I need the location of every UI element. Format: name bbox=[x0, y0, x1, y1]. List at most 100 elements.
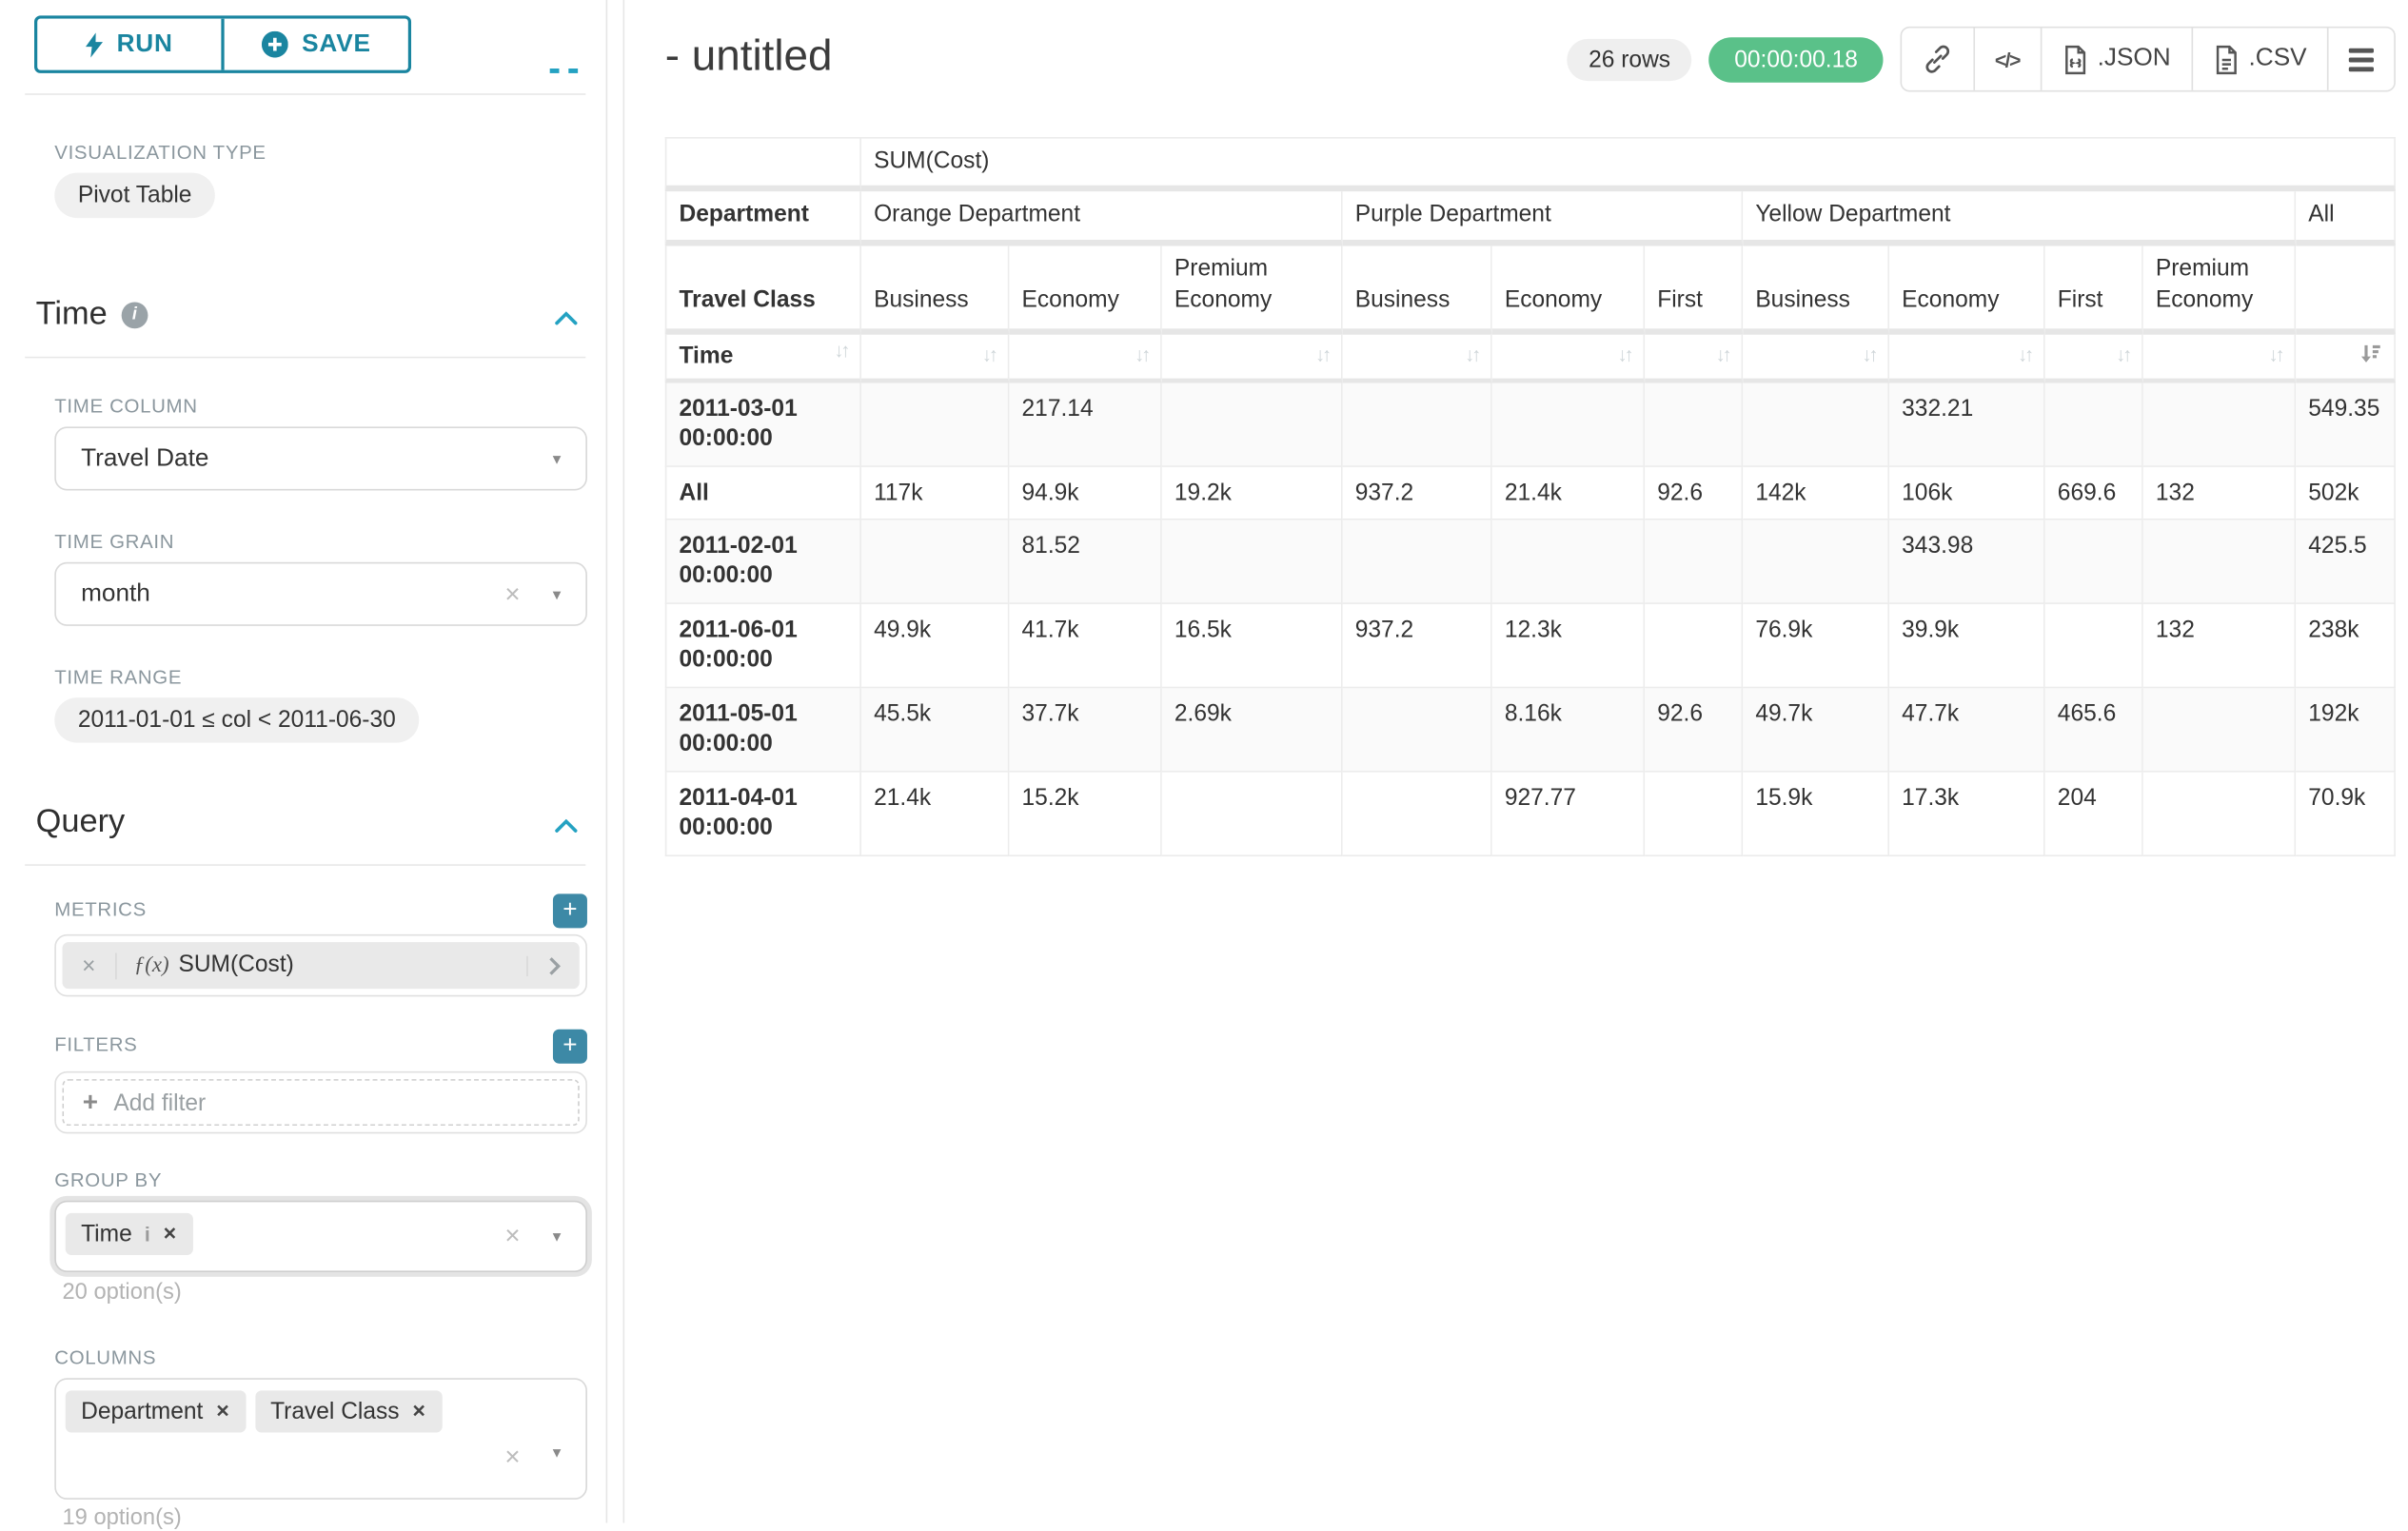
pivot-sort-cell: ↓↑ bbox=[1645, 335, 1743, 383]
pivot-value-cell bbox=[1162, 520, 1343, 603]
pivot-row-dimension-label: Time bbox=[680, 341, 734, 371]
columns-select[interactable]: Department ✕ Travel Class ✕ × ▼ bbox=[54, 1378, 587, 1500]
time-grain-select[interactable]: month × ▼ bbox=[54, 562, 587, 626]
pivot-table: SUM(Cost)DepartmentOrange DepartmentPurp… bbox=[665, 137, 2396, 855]
pivot-group-header: Purple Department bbox=[1343, 191, 1744, 245]
short-link-button[interactable] bbox=[1902, 28, 1973, 89]
collapse-chevron-up-icon[interactable] bbox=[555, 819, 579, 834]
sort-toggle-icon[interactable]: ↓↑ bbox=[2018, 346, 2031, 365]
pivot-value-cell: 937.2 bbox=[1343, 466, 1492, 520]
export-json-button[interactable]: .JSON bbox=[2040, 28, 2191, 89]
remove-metric-icon[interactable]: × bbox=[62, 952, 116, 979]
pivot-row-header: 2011-03-01 00:00:00 bbox=[665, 383, 861, 466]
pivot-value-cell bbox=[1162, 383, 1343, 466]
pivot-value-cell: 549.35 bbox=[2296, 383, 2396, 466]
time-range-chip[interactable]: 2011-01-01 ≤ col < 2011-06-30 bbox=[54, 697, 419, 742]
save-button[interactable]: SAVE bbox=[221, 19, 407, 70]
pivot-value-cell: 47.7k bbox=[1889, 688, 2045, 772]
sort-toggle-icon[interactable]: ↓↑ bbox=[834, 341, 847, 360]
pivot-value-cell: 21.4k bbox=[861, 772, 1009, 855]
clear-icon[interactable]: × bbox=[504, 1442, 520, 1473]
pivot-column-header: Business bbox=[1743, 245, 1889, 334]
pivot-column-header: Business bbox=[1343, 245, 1492, 334]
columns-chip-travel-class[interactable]: Travel Class ✕ bbox=[255, 1390, 442, 1432]
group-by-chip-time[interactable]: Time i ✕ bbox=[66, 1213, 193, 1255]
pivot-value-cell: 12.3k bbox=[1492, 603, 1645, 687]
caret-down-icon[interactable]: ▼ bbox=[550, 1228, 564, 1244]
pivot-value-cell: 8.16k bbox=[1492, 688, 1645, 772]
chevron-right-icon[interactable] bbox=[526, 955, 580, 975]
sort-toggle-icon[interactable]: ↓↑ bbox=[1465, 346, 1478, 365]
pivot-column-header: Premium Economy bbox=[2143, 245, 2296, 334]
sort-toggle-icon[interactable]: ↓↑ bbox=[982, 346, 996, 365]
info-icon[interactable]: i bbox=[145, 1223, 150, 1246]
sort-toggle-icon[interactable]: ↓↑ bbox=[1862, 346, 1875, 365]
pivot-value-cell: 15.2k bbox=[1009, 772, 1161, 855]
columns-chip-department[interactable]: Department ✕ bbox=[66, 1390, 246, 1432]
pivot-corner-cell bbox=[665, 137, 861, 191]
pivot-sort-cell: ↓↑ bbox=[1743, 335, 1889, 383]
pivot-value-cell bbox=[2143, 688, 2296, 772]
caret-down-icon[interactable]: ▼ bbox=[550, 1445, 564, 1461]
add-metric-button[interactable]: + bbox=[553, 893, 587, 928]
collapse-chevron-up-icon[interactable] bbox=[555, 311, 579, 325]
clear-icon[interactable]: × bbox=[504, 579, 520, 610]
group-by-select[interactable]: Time i ✕ × ▼ bbox=[54, 1201, 587, 1272]
sort-toggle-icon[interactable]: ↓↑ bbox=[1135, 346, 1148, 365]
pivot-value-cell: 132 bbox=[2143, 466, 2296, 520]
pivot-value-cell: 17.3k bbox=[1889, 772, 2045, 855]
sort-toggle-icon[interactable]: ↓↑ bbox=[2269, 346, 2282, 365]
pivot-row-header: 2011-04-01 00:00:00 bbox=[665, 772, 861, 855]
add-filter-button[interactable]: + Add filter bbox=[62, 1079, 579, 1126]
menu-button[interactable] bbox=[2327, 28, 2394, 89]
group-by-label: GROUP BY bbox=[54, 1169, 162, 1191]
pivot-value-cell bbox=[1645, 520, 1743, 603]
pivot-group-header: Yellow Department bbox=[1743, 191, 2296, 245]
remove-chip-icon[interactable]: ✕ bbox=[215, 1402, 229, 1422]
pivot-row-header: 2011-05-01 00:00:00 bbox=[665, 688, 861, 772]
clear-icon[interactable]: × bbox=[504, 1221, 520, 1252]
remove-chip-icon[interactable]: ✕ bbox=[163, 1224, 177, 1244]
visualization-type-chip[interactable]: Pivot Table bbox=[54, 173, 215, 218]
export-button-group: </> .JSON .CSV bbox=[1900, 27, 2396, 92]
sort-toggle-icon[interactable]: ↓↑ bbox=[1315, 346, 1329, 365]
time-range-label: TIME RANGE bbox=[54, 666, 182, 688]
pivot-value-cell bbox=[861, 520, 1009, 603]
pivot-column-header-blank bbox=[2296, 245, 2396, 334]
pivot-value-cell bbox=[1492, 383, 1645, 466]
caret-down-icon[interactable]: ▼ bbox=[550, 451, 564, 466]
pivot-value-cell: 332.21 bbox=[1889, 383, 2045, 466]
info-icon[interactable]: i bbox=[121, 302, 148, 328]
pivot-metric-header: SUM(Cost) bbox=[861, 137, 2396, 191]
pivot-value-cell: 217.14 bbox=[1009, 383, 1161, 466]
sort-toggle-icon[interactable]: ↓↑ bbox=[1617, 346, 1630, 365]
metric-chip[interactable]: × ƒ(x)SUM(Cost) bbox=[62, 942, 579, 989]
pivot-value-cell: 19.2k bbox=[1162, 466, 1343, 520]
time-column-select[interactable]: Travel Date ▼ bbox=[54, 426, 587, 490]
export-csv-button[interactable]: .CSV bbox=[2191, 28, 2327, 89]
chart-title[interactable]: - untitled bbox=[665, 31, 833, 81]
pivot-value-cell: 669.6 bbox=[2045, 466, 2143, 520]
pivot-value-cell bbox=[2143, 520, 2296, 603]
add-filter-plus-button[interactable]: + bbox=[553, 1030, 587, 1064]
columns-label: COLUMNS bbox=[54, 1347, 156, 1369]
pivot-column-header: Business bbox=[861, 245, 1009, 334]
pivot-value-cell bbox=[1343, 383, 1492, 466]
run-button[interactable]: RUN bbox=[37, 19, 221, 70]
result-toolbar: 26 rows 00:00:00.18 </> .JSON .CSV bbox=[1567, 27, 2396, 92]
pivot-value-cell bbox=[1645, 772, 1743, 855]
sort-toggle-icon[interactable]: ↓↑ bbox=[2116, 346, 2129, 365]
filters-label: FILTERS bbox=[54, 1034, 137, 1056]
view-query-button[interactable]: </> bbox=[1973, 28, 2040, 89]
lightning-icon bbox=[86, 32, 103, 57]
sort-toggle-icon[interactable]: ↓↑ bbox=[1716, 346, 1729, 365]
chevron-up-icon bbox=[550, 69, 560, 73]
pivot-column-header: Economy bbox=[1492, 245, 1645, 334]
pivot-value-cell: 465.6 bbox=[2045, 688, 2143, 772]
caret-down-icon[interactable]: ▼ bbox=[550, 586, 564, 601]
pivot-sort-cell: ↓↑ bbox=[861, 335, 1009, 383]
remove-chip-icon[interactable]: ✕ bbox=[412, 1402, 426, 1422]
metric-chip-label: ƒ(x)SUM(Cost) bbox=[117, 952, 526, 979]
sort-descending-icon[interactable] bbox=[2359, 343, 2381, 369]
pivot-sort-cell bbox=[2296, 335, 2396, 383]
